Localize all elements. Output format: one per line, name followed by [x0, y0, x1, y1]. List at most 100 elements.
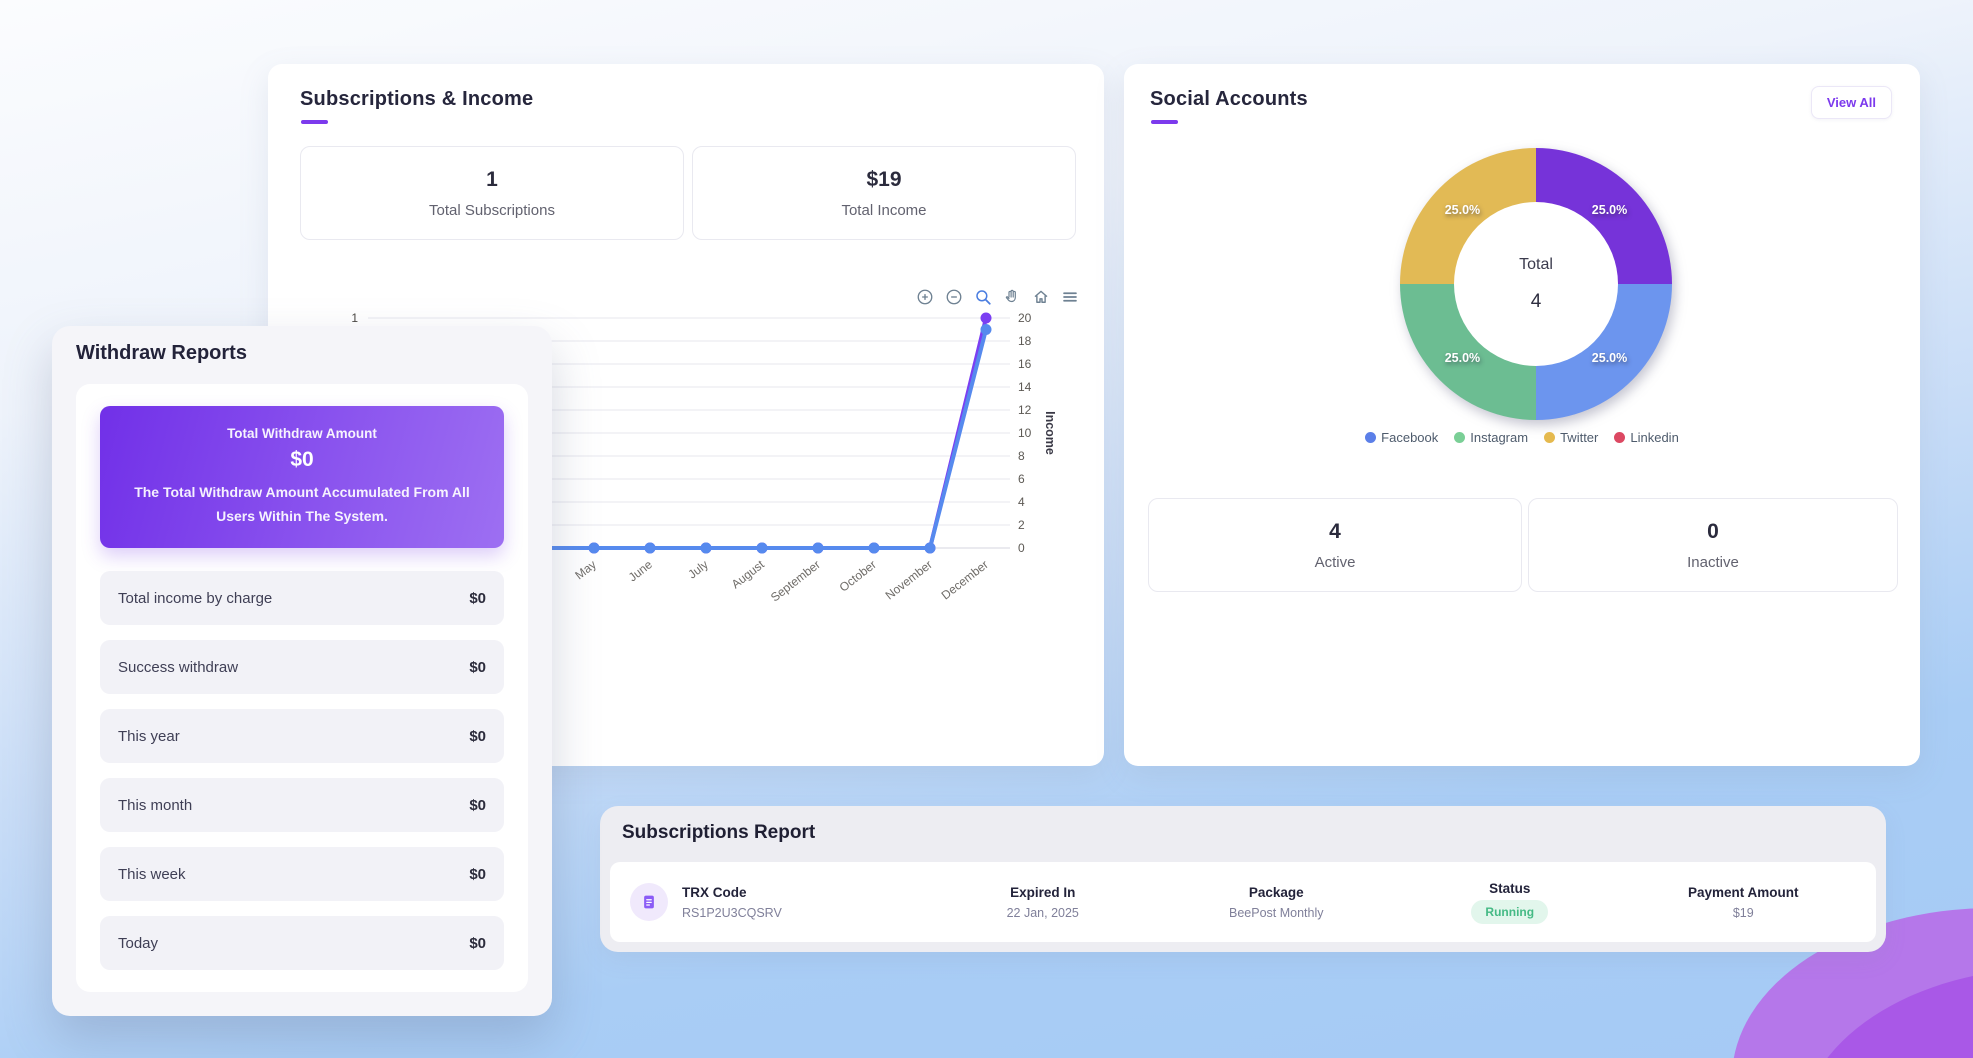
data-point[interactable]	[644, 542, 656, 554]
month-label: September	[768, 557, 823, 604]
month-label: July	[685, 557, 710, 581]
data-point[interactable]	[756, 542, 768, 554]
right-axis-tick: 6	[1018, 472, 1025, 486]
status-cell: Status Running	[1393, 881, 1627, 924]
donut-total-value: 4	[1530, 290, 1542, 312]
donut-slice-label: 25.0%	[1444, 203, 1481, 218]
withdraw-row-today: Today $0	[100, 916, 504, 970]
selection-zoom-icon[interactable]	[974, 288, 992, 306]
right-axis-tick: 18	[1018, 334, 1032, 348]
right-axis-tick: 8	[1018, 449, 1025, 463]
legend-item-linkedin[interactable]: Linkedin	[1614, 430, 1679, 445]
right-axis-tick: 4	[1018, 495, 1025, 509]
row-value: $0	[469, 796, 486, 814]
donut-slice-label: 25.0%	[1591, 203, 1628, 218]
total-subscriptions-stat: 1 Total Subscriptions	[300, 146, 684, 240]
inactive-accounts-stat: 0 Inactive	[1528, 498, 1898, 592]
trx-code-value: RS1P2U3CQSRV	[682, 905, 782, 920]
subscriptions-report-card: Subscriptions Report TRX Code RS1P2U3CQS…	[600, 806, 1886, 952]
row-label: Total income by charge	[118, 589, 273, 607]
menu-icon[interactable]	[1061, 288, 1079, 306]
row-value: $0	[469, 727, 486, 745]
row-label: This week	[118, 865, 186, 883]
data-point[interactable]	[812, 542, 824, 554]
chart-toolbar	[916, 288, 1079, 306]
active-accounts-label: Active	[1314, 553, 1356, 571]
right-axis-tick: 20	[1018, 311, 1032, 325]
withdraw-row-success-withdraw: Success withdraw $0	[100, 640, 504, 694]
left-axis-tick: 1	[351, 311, 358, 325]
right-axis-tick: 12	[1018, 403, 1032, 417]
legend-dot	[1454, 432, 1466, 443]
donut-legend: Facebook Instagram Twitter Linkedin	[1124, 430, 1920, 445]
right-axis-tick: 16	[1018, 357, 1032, 371]
data-point[interactable]	[588, 542, 600, 554]
month-label: June	[626, 557, 655, 584]
right-axis-tick: 0	[1018, 541, 1025, 555]
expired-in-header: Expired In	[1010, 884, 1076, 900]
pan-icon[interactable]	[1003, 288, 1021, 306]
data-point[interactable]	[980, 312, 992, 324]
withdraw-reports-card: Withdraw Reports Total Withdraw Amount $…	[52, 326, 552, 1016]
row-value: $0	[469, 934, 486, 952]
subscriptions-report-title: Subscriptions Report	[622, 822, 816, 843]
row-value: $0	[469, 865, 486, 883]
payment-amount-value: $19	[1732, 905, 1754, 920]
trx-code-cell: TRX Code RS1P2U3CQSRV	[626, 883, 926, 921]
legend-dot	[1544, 432, 1556, 443]
data-point[interactable]	[868, 542, 880, 554]
donut-total-label: Total	[1519, 255, 1553, 273]
row-label: Today	[118, 934, 159, 952]
row-label: Success withdraw	[118, 658, 239, 676]
inactive-accounts-value: 0	[1707, 519, 1719, 543]
zoom-out-icon[interactable]	[945, 288, 963, 306]
row-label: This year	[118, 727, 180, 745]
social-accounts-title: Social Accounts	[1150, 88, 1308, 110]
total-income-stat: $19 Total Income	[692, 146, 1076, 240]
right-axis-tick: 14	[1018, 380, 1032, 394]
right-axis-tick: 2	[1018, 518, 1025, 532]
legend-item-twitter[interactable]: Twitter	[1544, 430, 1598, 445]
total-withdraw-amount: $0	[290, 448, 314, 472]
withdraw-reports-panel: Total Withdraw Amount $0 The Total Withd…	[76, 384, 528, 992]
total-subscriptions-value: 1	[486, 167, 498, 191]
expired-in-value: 22 Jan, 2025	[1006, 905, 1079, 920]
data-point[interactable]	[980, 324, 992, 335]
legend-label: Instagram	[1470, 430, 1529, 445]
total-withdraw-highlight: Total Withdraw Amount $0 The Total Withd…	[100, 406, 504, 548]
donut-center: Total 4	[1454, 202, 1618, 366]
row-value: $0	[469, 589, 486, 607]
withdraw-row-this-week: This week $0	[100, 847, 504, 901]
withdraw-row-this-year: This year $0	[100, 709, 504, 763]
total-withdraw-label: Total Withdraw Amount	[227, 426, 377, 442]
payment-amount-header: Payment Amount	[1687, 884, 1799, 900]
title-accent-bar	[1151, 120, 1178, 124]
active-accounts-value: 4	[1329, 519, 1341, 543]
total-subscriptions-label: Total Subscriptions	[429, 201, 555, 219]
transaction-icon	[630, 883, 668, 921]
subscription-table-row[interactable]: TRX Code RS1P2U3CQSRV Expired In 22 Jan,…	[610, 862, 1876, 942]
subscriptions-income-title: Subscriptions & Income	[300, 88, 534, 110]
social-accounts-card: Social Accounts View All Total 4 25.0% 25…	[1124, 64, 1920, 766]
withdraw-row-total-income-by-charge: Total income by charge $0	[100, 571, 504, 625]
legend-dot	[1365, 432, 1377, 443]
reset-home-icon[interactable]	[1032, 288, 1050, 306]
zoom-in-icon[interactable]	[916, 288, 934, 306]
data-point[interactable]	[924, 542, 936, 554]
data-point[interactable]	[700, 542, 712, 554]
donut-slice-label: 25.0%	[1444, 350, 1481, 365]
legend-dot	[1614, 432, 1626, 443]
status-badge: Running	[1471, 899, 1549, 924]
view-all-button[interactable]: View All	[1810, 86, 1892, 119]
withdraw-reports-title: Withdraw Reports	[76, 342, 247, 364]
legend-item-instagram[interactable]: Instagram	[1454, 430, 1528, 445]
social-accounts-donut-chart[interactable]: Total 4 25.0% 25.0% 25.0% 25.0%	[1400, 148, 1672, 420]
month-label: August	[729, 557, 768, 591]
total-income-value: $19	[866, 167, 902, 191]
row-value: $0	[469, 658, 486, 676]
legend-label: Facebook	[1381, 430, 1439, 445]
legend-item-facebook[interactable]: Facebook	[1365, 430, 1438, 445]
active-accounts-stat: 4 Active	[1148, 498, 1522, 592]
package-cell: Package BeePost Monthly	[1160, 885, 1394, 920]
